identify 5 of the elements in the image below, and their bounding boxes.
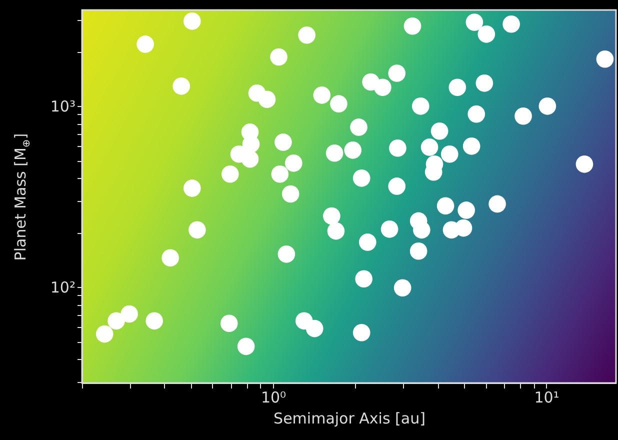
x-tick-label: 10¹	[534, 388, 560, 406]
y-tick-label: 10²	[50, 278, 76, 297]
x-tick-label: 10⁰	[260, 388, 286, 406]
x-axis-title: Semimajor Axis [au]	[274, 410, 426, 428]
y-tick-label: 10³	[50, 98, 76, 116]
